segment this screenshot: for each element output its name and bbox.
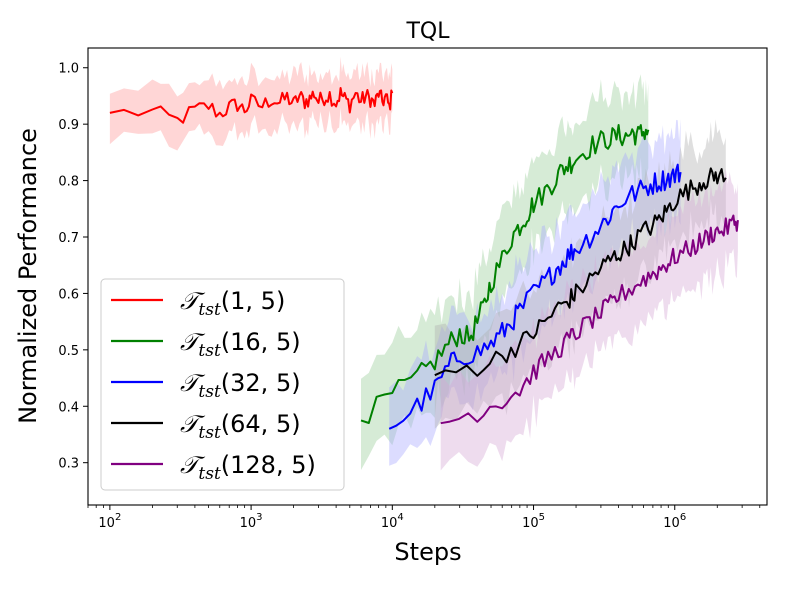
band-series-2	[361, 74, 649, 471]
band-series-5	[440, 168, 738, 471]
plot-frame	[87, 47, 768, 506]
line-series-1	[109, 87, 394, 124]
y-tick-label: 0.8	[58, 175, 79, 190]
x-tick-label: 102	[98, 512, 121, 531]
band-series-1	[109, 56, 393, 151]
x-axis-title: Steps	[394, 538, 461, 566]
y-axis-title: Normalized Performance	[14, 128, 42, 424]
legend-label-4: 𝒯tst(64, 5)	[180, 410, 301, 443]
x-tick-label: 105	[522, 512, 545, 531]
legend-label-5: 𝒯tst(128, 5)	[180, 451, 316, 484]
legend-label-3: 𝒯tst(32, 5)	[180, 369, 301, 402]
legend: 𝒯tst(1, 5)𝒯tst(16, 5)𝒯tst(32, 5)𝒯tst(64,…	[100, 278, 345, 491]
y-tick-label: 0.5	[58, 344, 79, 359]
legend-box	[100, 278, 345, 491]
x-tick-label: 103	[240, 512, 263, 531]
y-tick-label: 0.6	[58, 287, 79, 302]
line-series-4	[434, 167, 727, 377]
series-lines	[109, 87, 739, 430]
x-tick-label: 106	[663, 512, 686, 531]
chart-title: TQL	[405, 19, 450, 44]
line-series-5	[440, 214, 739, 425]
x-tick-label: 104	[381, 512, 404, 531]
axes: 0.3 0.4 0.5 0.6 0.7 0.8 0.9 1.0 102 103 104 105 106	[58, 47, 768, 531]
band-series-4	[434, 119, 726, 429]
y-tick-label: 0.3	[58, 457, 79, 472]
y-tick-label: 0.9	[58, 118, 79, 133]
confidence-bands	[109, 56, 738, 471]
y-tick-label: 1.0	[58, 62, 79, 77]
band-series-3	[389, 118, 681, 466]
y-tick-label: 0.4	[58, 400, 79, 415]
line-series-2	[360, 124, 650, 424]
y-tick-label: 0.7	[58, 231, 79, 246]
line-series-3	[388, 163, 682, 430]
